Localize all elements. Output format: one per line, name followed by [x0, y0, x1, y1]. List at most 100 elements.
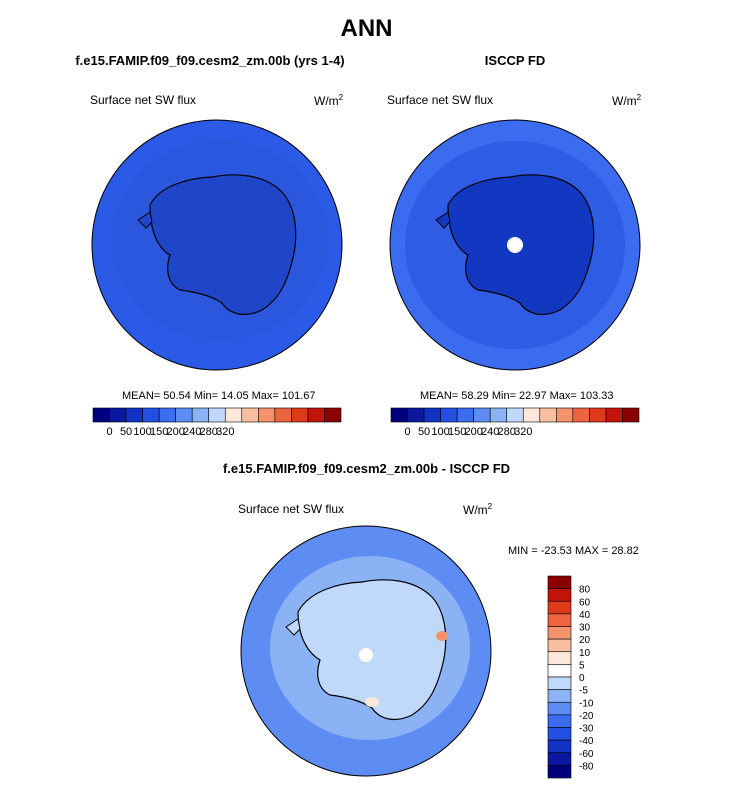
- panel1-peninsula: [137, 211, 153, 229]
- panel2-map-border: [389, 119, 641, 371]
- panel3-colorbar-tick-label: -80: [579, 761, 594, 772]
- panel3-positive-anomaly-east: [436, 631, 448, 641]
- panel3-colorbar-swatch: [547, 638, 572, 653]
- panel2-colorbar-tick-label: 150: [448, 426, 466, 438]
- panel1-subtitle: f.e15.FAMIP.f09_f09.cesm2_zm.00b (yrs 1-…: [75, 53, 345, 68]
- panel1-colorbar-tick-label: 240: [183, 426, 201, 438]
- panel2-colorbar-tick-label: 50: [418, 426, 430, 438]
- panel3-colorbar-swatch: [547, 626, 572, 640]
- panel1-variable-label: Surface net SW flux: [90, 93, 197, 107]
- panel3-subtitle: f.e15.FAMIP.f09_f09.cesm2_zm.00b - ISCCP…: [222, 461, 511, 476]
- panel2-colorbar-swatch: [589, 407, 607, 423]
- panel3-variable-label: Surface net SW flux: [238, 502, 345, 516]
- panel3-colorbar-tick-label: 10: [579, 648, 591, 659]
- panel2-colorbar-tick-label: 240: [481, 426, 499, 438]
- panel1-antarctica-field: [150, 174, 296, 315]
- panel1-colorbar-swatch: [307, 407, 325, 423]
- panel3-positive-anomaly-south: [365, 697, 379, 707]
- panel3-colorbar-swatch: [547, 739, 572, 754]
- panel2-map: [390, 120, 640, 370]
- panel1-colorbar-tick-label: 280: [200, 426, 218, 438]
- panel2-colorbar-swatch: [556, 407, 574, 423]
- panel1-colorbar-swatch: [109, 407, 127, 423]
- panel3-peninsula: [285, 618, 301, 636]
- panel2-colorbar-tick-label: 0: [404, 426, 410, 438]
- panel3-colorbar-tick-label: 40: [579, 610, 591, 621]
- panel1-colorbar-tick-label: 200: [166, 426, 184, 438]
- panel3-pole-hole: [359, 648, 373, 662]
- panel2-colorbar-tick-label: 320: [514, 426, 532, 438]
- panel3-stats: MIN = -23.53 MAX = 28.82: [508, 545, 639, 557]
- panel2-colorbar-swatch: [423, 407, 441, 423]
- panel1-colorbar-swatch: [258, 407, 276, 423]
- panel1-colorbar-swatch: [158, 407, 176, 423]
- panel1-coastline: [149, 174, 297, 316]
- panel1-colorbar-tick-label: 150: [150, 426, 168, 438]
- panel1-colorbar-swatch: [125, 407, 143, 423]
- panel1-stats: MEAN= 50.54 Min= 14.05 Max= 101.67: [122, 390, 316, 402]
- panel1-colorbar-swatch: [208, 407, 226, 423]
- panel1-colorbar-swatch: [274, 407, 292, 423]
- panel3-colorbar-tick-label: 80: [579, 585, 591, 596]
- panel1-colorbar-tick-label: 320: [216, 426, 234, 438]
- panel2-colorbar-swatch: [473, 407, 491, 423]
- panel3-units: W/m2: [463, 502, 493, 517]
- panel3-colorbar-tick-label: 5: [579, 660, 585, 671]
- panel3-colorbar-tick-label: -5: [579, 686, 588, 697]
- panel1-colorbar-swatch: [224, 407, 243, 423]
- panel3-colorbar-swatch: [547, 575, 572, 589]
- figure-title: ANN: [340, 15, 393, 42]
- panel2-colorbar-swatch: [390, 407, 408, 423]
- panel2-colorbar-tick-label: 200: [464, 426, 482, 438]
- panel3-coastline: [297, 579, 447, 721]
- panel3-colorbar-swatch: [547, 714, 572, 728]
- panel2-variable-label: Surface net SW flux: [387, 93, 494, 107]
- panel3-colorbar-swatch: [547, 651, 572, 665]
- panel2-units: W/m2: [612, 93, 642, 108]
- panel1-colorbar-swatch: [92, 407, 110, 423]
- panel3-colorbar-tick-label: -10: [579, 698, 594, 709]
- panel2-subtitle: ISCCP FD: [484, 53, 546, 68]
- panel3-colorbar-tick-label: -60: [579, 749, 594, 760]
- panel3-colorbar-tick-label: -40: [579, 736, 594, 747]
- panel2-colorbar-swatch: [572, 407, 590, 423]
- panel2-coastline: [447, 174, 595, 316]
- panel3-colorbar-tick-label: -20: [579, 711, 594, 722]
- panel1-colorbar-swatch: [291, 407, 309, 423]
- panel1-colorbar-swatch: [241, 407, 259, 423]
- panel3-colorbar-swatch: [547, 613, 572, 627]
- panel2-colorbar-tick-label: 100: [431, 426, 449, 438]
- panel3-colorbar-swatch: [547, 689, 572, 703]
- panel3-colorbar-tick-label: 20: [579, 635, 591, 646]
- panel1-colorbar-swatch: [175, 407, 193, 423]
- panel2-colorbar-swatch: [539, 407, 557, 423]
- panel3-colorbar-swatch: [547, 752, 572, 766]
- panel2-colorbar-swatch: [440, 407, 458, 423]
- panel2-colorbar-swatch: [522, 407, 541, 423]
- panel3-colorbar-swatch: [547, 676, 572, 690]
- panel3-colorbar-swatch: [547, 588, 572, 602]
- panel2-peninsula: [435, 211, 451, 229]
- panel3-map: [241, 526, 491, 776]
- panel2-stats: MEAN= 58.29 Min= 22.97 Max= 103.33: [420, 390, 614, 402]
- panel1-colorbar-tick-label: 100: [133, 426, 151, 438]
- panel1-colorbar-swatch: [142, 407, 160, 423]
- panel2-pole-hole: [507, 237, 523, 253]
- panel2-colorbar-swatch: [456, 407, 474, 423]
- panel2-colorbar-tick-label: 280: [498, 426, 516, 438]
- panel1-units: W/m2: [314, 93, 344, 108]
- panel3-colorbar-tick-label: 60: [579, 597, 591, 608]
- panel1-colorbar-tick-label: 50: [120, 426, 132, 438]
- panel2-colorbar-swatch: [489, 407, 508, 423]
- panel3-colorbar-swatch: [547, 701, 572, 716]
- panel3-map-border: [240, 525, 492, 777]
- panel3-colorbar-swatch: [547, 664, 572, 678]
- panel1-colorbar-swatch: [324, 407, 342, 423]
- panel3-colorbar-tick-label: 30: [579, 623, 591, 634]
- panel1-colorbar-swatch: [191, 407, 210, 423]
- panel2-colorbar-swatch: [407, 407, 425, 423]
- panel3-colorbar-tick-label: 0: [579, 673, 585, 684]
